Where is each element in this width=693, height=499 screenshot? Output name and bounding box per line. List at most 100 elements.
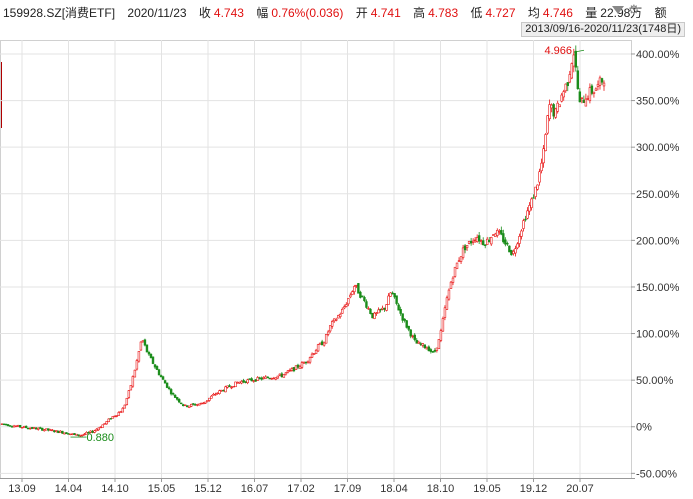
candle-body	[31, 427, 34, 429]
low-value: 4.727	[485, 6, 516, 20]
candle-body	[49, 429, 52, 431]
y-tick-label: 200.00%	[636, 235, 680, 247]
close-value: 4.743	[213, 6, 244, 20]
candle-body	[93, 430, 96, 433]
triangle-down-icon[interactable]	[612, 6, 624, 14]
candle-body	[294, 365, 298, 370]
candle-body	[459, 256, 463, 262]
x-tick-label: 17.09	[334, 483, 362, 495]
x-tick-label: 17.02	[287, 483, 315, 495]
candle-body	[333, 318, 336, 322]
candle-body	[173, 394, 177, 398]
max-label: 4.966	[544, 45, 572, 57]
candle-body	[471, 240, 475, 243]
candle-body	[570, 63, 573, 79]
candle-body	[155, 366, 159, 370]
candle-body	[135, 360, 139, 370]
candle-body	[87, 432, 90, 434]
candle-body	[395, 295, 398, 304]
candle-body	[177, 398, 181, 403]
candle-body	[45, 428, 48, 431]
x-tick-label: 20.07	[566, 483, 594, 495]
candle-body	[322, 342, 326, 346]
candle-body	[212, 393, 215, 396]
candle-body	[137, 351, 141, 362]
candle-body	[552, 104, 555, 117]
candle-body	[492, 234, 495, 236]
candle-body	[109, 418, 112, 420]
candle-body	[208, 397, 211, 401]
candle-body	[192, 403, 195, 405]
quote-date: 2020/11/23	[127, 6, 187, 20]
candle-body	[290, 368, 294, 371]
candle-body	[306, 360, 310, 363]
candle-body	[302, 362, 306, 364]
candle-body	[345, 304, 348, 307]
candle-body	[115, 415, 118, 417]
candle-body	[451, 277, 455, 283]
candle-body	[204, 401, 207, 404]
candle-body	[423, 344, 427, 349]
date-range-selector[interactable]: 2013/09/16-2020/11/23(1748日)	[521, 22, 685, 37]
candle-body	[475, 237, 479, 243]
candle-body	[337, 315, 340, 319]
candle-body	[218, 390, 221, 394]
y-tick-label: 250.00%	[636, 189, 680, 201]
candle-body	[467, 241, 471, 244]
candle-body	[139, 341, 143, 351]
candle-body	[373, 312, 376, 319]
candle-body	[244, 381, 247, 384]
candle-body	[206, 400, 209, 402]
candle-body	[443, 307, 447, 318]
candle-body	[210, 395, 213, 399]
candle-body	[391, 292, 394, 295]
candle-body	[179, 402, 183, 405]
candle-body	[578, 91, 582, 103]
candle-body	[357, 283, 360, 294]
candle-body	[73, 433, 76, 435]
candle-body	[308, 357, 312, 363]
candle-body	[389, 292, 392, 297]
candle-body	[196, 404, 199, 406]
x-tick-label: 18.04	[380, 483, 408, 495]
candle-body	[326, 331, 330, 335]
candle-body	[592, 91, 596, 94]
candle-body	[486, 238, 489, 245]
candle-body	[504, 239, 507, 245]
candle-body	[252, 380, 255, 382]
candle-body	[224, 386, 227, 393]
candle-body	[576, 70, 580, 90]
chart-frame	[0, 40, 632, 479]
candle-body	[399, 309, 402, 314]
max-arrow	[573, 49, 585, 53]
candle-body	[598, 77, 602, 86]
gear-icon[interactable]: ⚙	[628, 2, 640, 17]
candle-body	[41, 427, 44, 431]
candle-body	[602, 82, 606, 87]
candle-body	[387, 295, 390, 305]
candle-body	[498, 230, 501, 233]
candle-body	[274, 377, 278, 380]
candle-body	[584, 98, 588, 107]
candle-body	[236, 382, 239, 384]
candle-body	[238, 381, 241, 384]
candle-body	[262, 377, 265, 379]
candle-body	[67, 433, 70, 435]
candle-body	[540, 162, 543, 172]
candle-body	[16, 425, 20, 427]
candle-body	[365, 301, 368, 308]
candle-body	[469, 240, 473, 244]
candle-body	[351, 291, 354, 295]
close-label: 收	[198, 6, 211, 20]
candle-body	[441, 318, 445, 332]
candle-body	[580, 97, 584, 99]
candle-body	[522, 220, 525, 229]
candle-body	[324, 334, 328, 344]
candle-body	[8, 425, 12, 427]
candle-body	[479, 240, 483, 242]
candle-body	[397, 304, 400, 311]
candle-body	[159, 375, 163, 378]
candle-body	[439, 330, 443, 341]
candle-body	[214, 393, 217, 396]
